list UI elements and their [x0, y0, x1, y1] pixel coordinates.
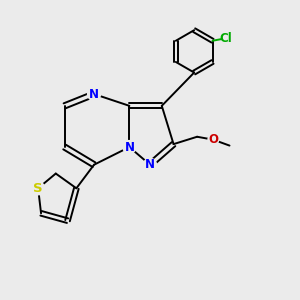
Circle shape	[143, 158, 157, 171]
Circle shape	[123, 141, 136, 154]
Circle shape	[88, 88, 100, 100]
Circle shape	[208, 134, 219, 145]
Text: Cl: Cl	[219, 32, 232, 45]
Text: N: N	[145, 158, 155, 171]
Circle shape	[32, 182, 45, 195]
Text: N: N	[124, 141, 134, 154]
Text: O: O	[208, 133, 218, 146]
Text: N: N	[89, 88, 99, 100]
Text: S: S	[33, 182, 43, 195]
